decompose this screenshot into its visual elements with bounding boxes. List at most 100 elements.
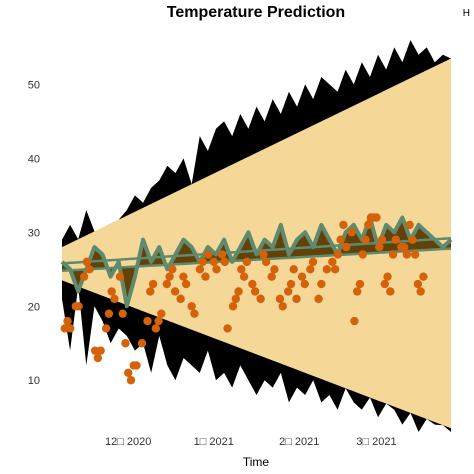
observed-point xyxy=(239,272,249,281)
observed-point xyxy=(104,309,114,318)
upper-extreme-area xyxy=(62,40,451,248)
observed-point xyxy=(297,272,307,281)
observed-point xyxy=(124,368,133,378)
observed-point xyxy=(143,316,152,326)
x-tick-label: 12□ 2020 xyxy=(105,436,151,448)
observed-point xyxy=(355,279,365,289)
observed-point xyxy=(408,235,417,244)
observed-point xyxy=(386,287,395,296)
observed-point xyxy=(137,339,147,348)
corner-label: H xyxy=(463,8,470,19)
observed-point xyxy=(383,272,392,281)
observed-point xyxy=(190,309,199,318)
observed-point xyxy=(284,287,293,296)
observed-point xyxy=(372,213,381,222)
y-tick-label: 20 xyxy=(28,301,40,313)
observed-point xyxy=(292,294,301,304)
y-axis: 10 20 30 40 50 xyxy=(28,79,40,387)
observed-point xyxy=(170,287,180,296)
observed-point xyxy=(148,279,158,289)
observed-point xyxy=(380,279,389,289)
observed-point xyxy=(399,242,409,252)
observed-point xyxy=(121,339,130,348)
x-tick-label: 1□ 2021 xyxy=(194,436,234,448)
observed-point xyxy=(416,287,425,296)
x-axis-label: Time xyxy=(243,455,270,469)
observed-point xyxy=(198,257,207,267)
observed-point xyxy=(63,316,72,326)
observed-point xyxy=(347,228,356,237)
observed-point xyxy=(176,294,185,304)
observed-point xyxy=(248,279,257,289)
observed-point xyxy=(220,257,229,267)
observed-point xyxy=(300,279,309,289)
observed-point xyxy=(110,294,119,304)
observed-point xyxy=(66,324,75,333)
observed-point xyxy=(261,257,271,267)
observed-point xyxy=(212,265,221,274)
observed-point xyxy=(361,235,370,244)
observed-point xyxy=(195,265,205,274)
observed-point xyxy=(165,272,174,281)
y-tick-label: 30 xyxy=(28,227,40,239)
observed-point xyxy=(179,272,188,281)
observed-point xyxy=(388,250,398,259)
observed-point xyxy=(341,242,351,252)
observed-point xyxy=(286,279,296,289)
observed-point xyxy=(237,265,246,274)
observed-point xyxy=(314,294,323,304)
confidence-band-fill xyxy=(62,217,451,307)
observed-point xyxy=(101,324,111,333)
observed-point xyxy=(333,250,343,259)
observed-point xyxy=(322,265,332,274)
observed-point xyxy=(317,279,326,289)
observed-point xyxy=(259,250,268,259)
observed-point xyxy=(242,257,252,267)
observed-point xyxy=(132,361,141,370)
observed-point xyxy=(413,279,423,289)
observed-point xyxy=(204,250,213,259)
observed-point xyxy=(328,257,337,267)
observed-point xyxy=(96,346,105,355)
mean-line xyxy=(60,215,453,309)
observed-point xyxy=(168,265,177,274)
observed-point xyxy=(267,272,276,281)
observed-point xyxy=(419,272,428,281)
observed-point xyxy=(352,287,362,296)
observed-point xyxy=(223,324,232,333)
observed-point xyxy=(154,316,163,326)
observed-point xyxy=(74,302,83,311)
observed-point xyxy=(82,257,92,267)
confidence-band-lower xyxy=(61,247,452,273)
observed-point xyxy=(289,265,298,274)
observed-point xyxy=(405,220,414,230)
plot-area xyxy=(60,40,453,432)
y-tick-label: 40 xyxy=(28,153,40,165)
observed-point xyxy=(250,287,260,296)
observed-point xyxy=(275,294,285,304)
observed-point xyxy=(181,279,191,289)
observed-point xyxy=(228,302,238,311)
observed-point xyxy=(270,265,279,274)
observed-point xyxy=(402,250,412,259)
confidence-band-upper xyxy=(61,236,452,265)
x-tick-label: 2□ 2021 xyxy=(279,436,319,448)
observed-point xyxy=(157,309,166,318)
observed-point xyxy=(336,235,345,244)
y-tick-label: 10 xyxy=(28,375,40,387)
observed-point xyxy=(115,272,125,281)
x-tick-label: 3□ 2021 xyxy=(356,436,396,448)
observed-point xyxy=(118,309,127,318)
observed-point xyxy=(126,376,136,385)
x-axis: 12□ 2020 1□ 2021 2□ 2021 3□ 2021 xyxy=(105,436,397,448)
observed-point xyxy=(201,272,210,281)
observed-point xyxy=(377,235,387,244)
observed-point xyxy=(107,287,116,296)
observed-point xyxy=(358,250,367,259)
observed-point xyxy=(79,272,89,281)
observed-point xyxy=(339,220,348,230)
chart-title: Temperature Prediction xyxy=(167,4,345,21)
observed-point xyxy=(85,265,94,274)
prediction-interval-area xyxy=(62,58,451,429)
observed-point xyxy=(391,235,401,244)
